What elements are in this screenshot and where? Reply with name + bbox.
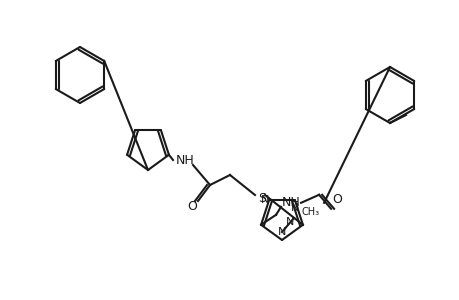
Text: S: S: [257, 193, 265, 206]
Text: N: N: [260, 195, 269, 205]
Text: NH: NH: [281, 196, 300, 209]
Text: N: N: [277, 227, 285, 237]
Text: O: O: [187, 200, 196, 214]
Text: NH: NH: [175, 154, 194, 166]
Text: O: O: [331, 193, 341, 206]
Text: N: N: [290, 203, 298, 213]
Text: CH₃: CH₃: [302, 207, 319, 217]
Text: N: N: [285, 217, 294, 227]
